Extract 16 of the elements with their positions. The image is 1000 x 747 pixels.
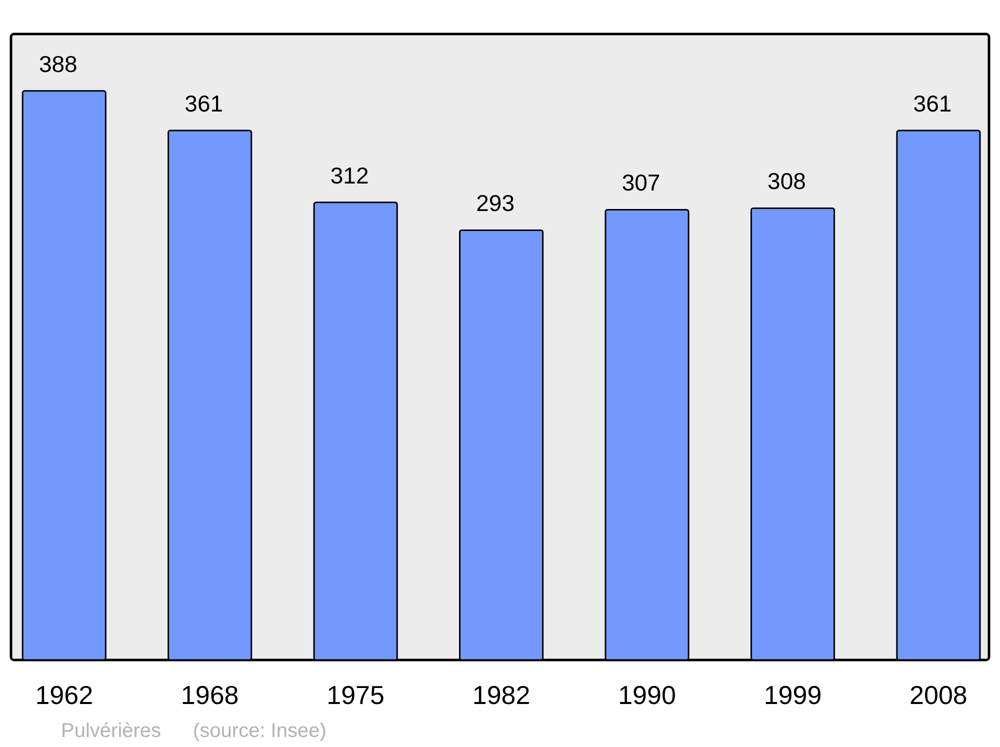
x-tick-label: 1968	[180, 680, 239, 710]
data-label: 388	[38, 50, 78, 77]
x-tick-label: 1990	[618, 680, 676, 710]
text: (source: Insee)	[193, 720, 326, 742]
x-tick-label: 2008	[910, 680, 968, 710]
data-label: 293	[476, 190, 514, 216]
data-label: 307	[622, 170, 660, 196]
data-label: 308	[768, 168, 806, 194]
text: Pulvérières	[61, 720, 162, 742]
x-tick-label: 1975	[326, 680, 384, 710]
x-tick-label: 1982	[472, 680, 530, 710]
data-label: 361	[184, 90, 224, 117]
data-label: 312	[330, 162, 369, 188]
x-tick-label: 1962	[35, 680, 94, 710]
data-label: 361	[913, 90, 952, 117]
x-tick-label: 1999	[764, 680, 822, 710]
